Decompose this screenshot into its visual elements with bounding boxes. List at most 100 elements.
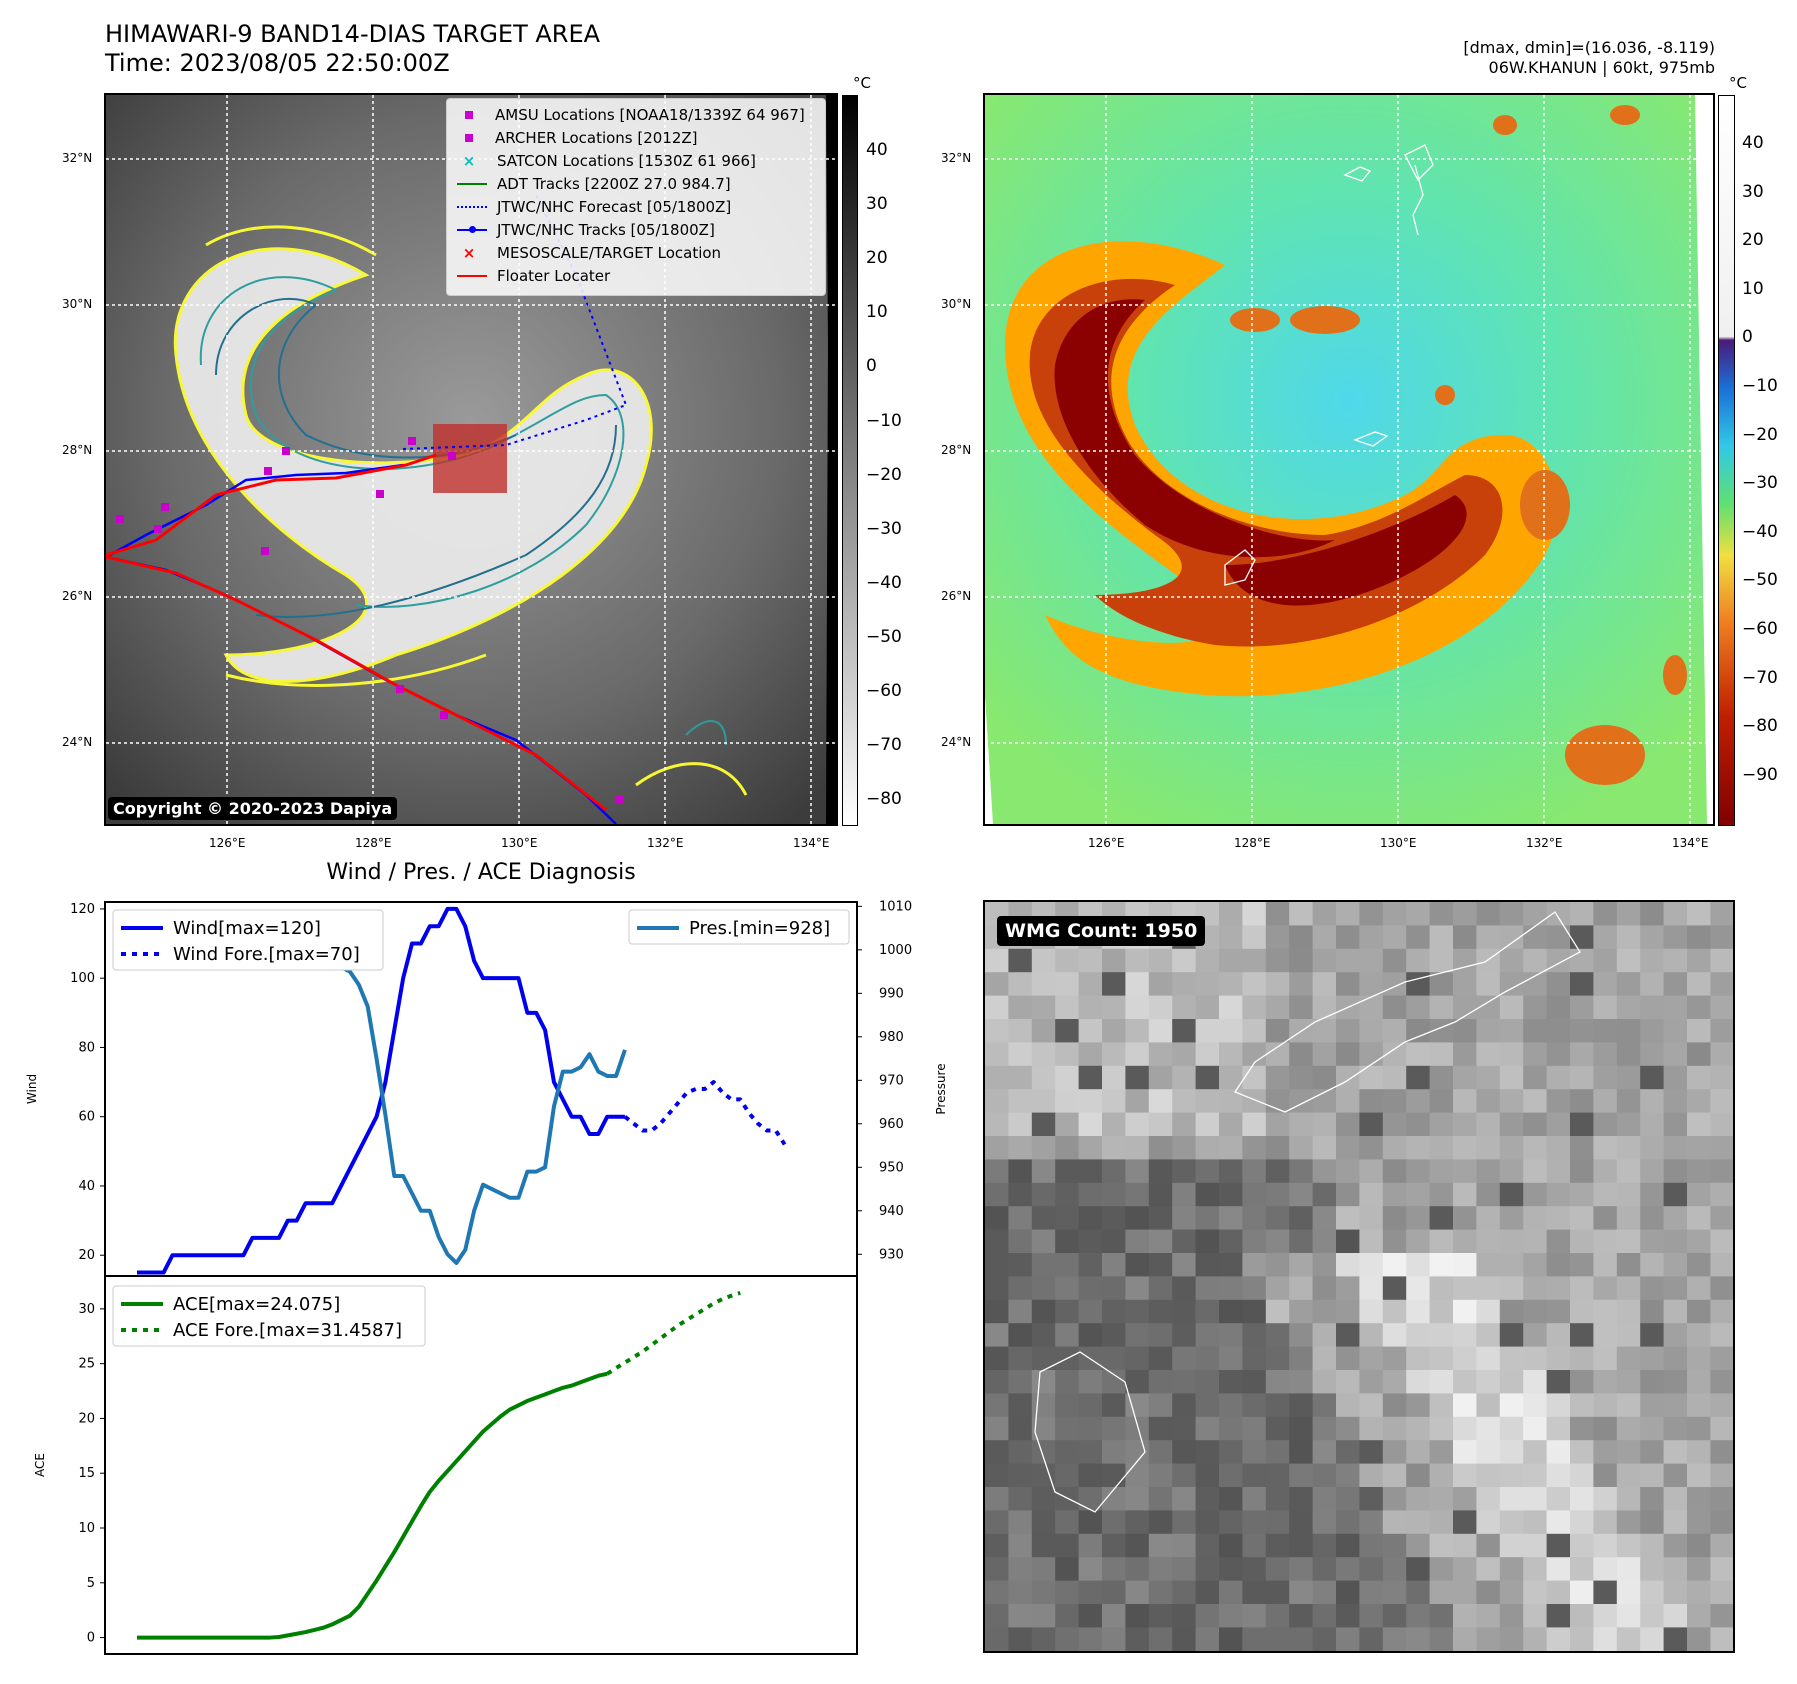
colorbar-tick-label: −30 [866,518,902,539]
storm-summary: 06W.KHANUN | 60kt, 975mb [1488,58,1715,77]
colorbar-tick-label: 30 [866,194,888,215]
line-marker-icon [457,183,487,185]
ace-forecast-line [606,1290,741,1376]
title-line-2: Time: 2023/08/05 22:50:00Z [105,49,450,77]
legend-label: Pres.[min=928] [689,918,830,939]
legend-adt: ADT Tracks [2200Z 27.0 984.7] [457,174,731,194]
colorbar-tick-label: 0 [866,356,877,377]
ir-legend: AMSU Locations [NOAA18/1339Z 64 967] ARC… [446,98,826,296]
target-box [433,424,507,493]
y-tick-label: 20 [78,1248,95,1263]
y-right-tick-label: 940 [879,1204,904,1219]
legend-archer: ARCHER Locations [2012Z] [457,128,698,148]
wmg-image [985,902,1733,1651]
colorbar-tick-label: 0 [1742,327,1753,348]
colorbar-tick-label: −90 [1742,764,1778,785]
y-right-tick-label: 980 [879,1030,904,1045]
colorbar-tick-label: 10 [1742,278,1764,299]
line-marker-icon [457,275,487,277]
y-tick-label: 100 [70,971,95,986]
y-tick-label: 60 [78,1110,95,1125]
colorbar-tick-label: 10 [866,302,888,323]
colorbar-tick-label: −60 [1742,619,1778,639]
line-dot-icon [457,226,487,233]
ace-axis-label: ACE [33,1453,47,1477]
ace-tick-label: 0 [87,1631,95,1646]
chart-title: Wind / Pres. / ACE Diagnosis [326,860,636,885]
lon-label: 132°E [1526,836,1563,850]
y-tick-label: 120 [70,902,95,917]
colorbar-tick-label: −70 [866,735,902,756]
wmg-coastline [1034,911,1581,1513]
colorbar-tick-label: −50 [1742,570,1778,591]
wind-axis-label: Wind [25,1074,39,1104]
ir-colorbar-unit: °C [853,74,871,92]
legend-jtwc-tracks: JTWC/NHC Tracks [05/1800Z] [457,220,715,240]
colorbar-tick-label: −30 [1742,473,1778,494]
image-edge-mask [826,95,836,824]
floater-track [106,453,437,557]
y-right-tick-label: 960 [879,1117,904,1132]
ace-tick-label: 20 [78,1411,95,1426]
lat-label: 30°N [62,297,93,311]
wind-forecast-line [623,1080,787,1146]
colorbar-tick-label: −40 [866,572,902,593]
lon-label: 128°E [355,836,392,850]
ir-colorbar [842,95,858,826]
lat-label: 32°N [941,151,972,165]
dias-gridlines [985,95,1713,824]
jtwc-track [106,463,404,559]
dias-colorbar-unit: °C [1729,74,1747,92]
y-right-tick-label: 1010 [879,899,912,914]
ace-tick-label: 15 [78,1466,95,1481]
wmg-pixel-grid [985,902,1733,1651]
ace-line [137,1371,608,1640]
colorbar-tick-label: −70 [1742,667,1778,688]
lat-label: 28°N [941,443,972,457]
lon-label: 134°E [793,836,830,850]
y-right-tick-label: 1000 [879,943,912,958]
legend-satcon: × SATCON Locations [1530Z 61 966] [457,151,756,171]
lat-label: 32°N [62,151,93,165]
x-marker-icon: × [462,244,476,262]
pressure-legend [628,909,850,945]
pressure-axis-label: Pressure [934,1063,948,1114]
legend-label: ACE[max=24.075] [173,1294,340,1315]
lon-label: 128°E [1234,836,1271,850]
lat-label: 28°N [62,443,93,457]
colorbar-tick-label: 40 [1742,133,1764,153]
storm-info: [dmax, dmin]=(16.036, -8.119) 06W.KHANUN… [1463,38,1715,78]
dias-colorbar [1718,95,1735,826]
colorbar-tick-label: −20 [1742,424,1778,445]
colorbar-tick-label: −10 [866,410,902,431]
colorbar-tick-label: −10 [1742,376,1778,396]
dias-image [985,95,1713,824]
y-right-tick-label: 930 [879,1247,904,1262]
title-line-1: HIMAWARI-9 BAND14-DIAS TARGET AREA [105,20,601,48]
lon-label: 130°E [1380,836,1417,850]
ace-legend [112,1285,426,1347]
y-tick-label: 80 [78,1040,95,1055]
colorbar-tick-label: −20 [866,464,902,485]
lat-label: 26°N [62,589,93,603]
ace-tick-label: 5 [87,1576,95,1591]
square-marker-icon [465,111,473,119]
colorbar-tick-label: −50 [866,626,902,647]
amsu-markers [116,437,624,803]
wmg-panel: WMG Count: 1950 [983,900,1735,1653]
colorbar-tick-label: −80 [1742,716,1778,737]
legend-jtwc-forecast: JTWC/NHC Forecast [05/1800Z] [457,197,731,217]
figure-title: HIMAWARI-9 BAND14-DIAS TARGET AREA Time:… [105,20,600,78]
colorbar-tick-label: 20 [866,248,888,269]
lat-label: 24°N [941,735,972,749]
chart-frame [104,901,858,1655]
dmax-dmin: [dmax, dmin]=(16.036, -8.119) [1463,38,1715,57]
ir-image-panel: AMSU Locations [NOAA18/1339Z 64 967] ARC… [104,93,838,826]
colorbar-tick-label: −40 [1742,521,1778,542]
ace-tick-label: 30 [78,1302,95,1317]
legend-floater: Floater Locater [457,266,610,286]
y-tick-label: 40 [78,1179,95,1194]
lat-label: 26°N [941,589,972,603]
lat-label: 30°N [941,297,972,311]
y-right-tick-label: 990 [879,986,904,1001]
